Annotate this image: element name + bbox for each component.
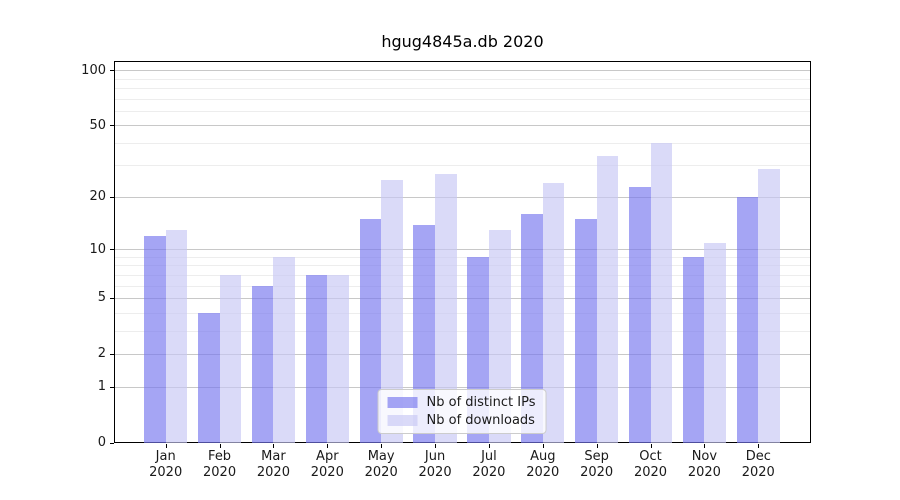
x-tick-label: Dec 2020 — [741, 449, 775, 480]
gridline-minor — [115, 88, 810, 89]
legend-item: Nb of downloads — [387, 413, 536, 428]
gridline-minor — [115, 98, 810, 100]
bar-downloads — [758, 168, 780, 443]
y-tick-label: 50 — [89, 117, 106, 133]
bar-downloads — [704, 242, 726, 443]
gridline-minor — [115, 256, 810, 258]
gridline-minor — [115, 142, 810, 144]
y-tick-mark — [110, 125, 114, 127]
y-tick-label: 5 — [97, 290, 106, 306]
gridline-minor — [115, 165, 810, 167]
bar-distinct-ips — [305, 275, 328, 443]
bar-downloads — [435, 174, 457, 443]
chart-title: hgug4845a.db 2020 — [381, 32, 544, 51]
x-tick-mark — [381, 444, 383, 448]
bar-downloads — [650, 143, 673, 443]
bar-distinct-ips — [413, 224, 436, 443]
x-tick-label: Feb 2020 — [203, 449, 237, 480]
gridline-minor — [115, 330, 810, 332]
bar-downloads — [219, 275, 242, 443]
y-tick-mark — [110, 442, 114, 444]
x-tick-label: May 2020 — [364, 449, 398, 480]
y-tick-label: 100 — [81, 62, 106, 78]
x-tick-mark — [273, 444, 275, 448]
bar-distinct-ips — [359, 219, 382, 443]
bar-distinct-ips — [144, 236, 166, 443]
x-tick-mark — [219, 444, 221, 448]
y-tick-mark — [110, 386, 114, 388]
gridline-minor — [115, 110, 810, 112]
bar-downloads — [542, 183, 565, 443]
bar-downloads — [596, 156, 619, 443]
bar-downloads — [381, 180, 403, 443]
gridline-minor — [115, 274, 810, 276]
gridline-minor — [115, 265, 810, 267]
gridline-major — [115, 353, 810, 355]
gridline-minor — [115, 78, 810, 80]
legend-swatch-distinct-ips — [387, 397, 418, 408]
x-tick-label: Apr 2020 — [310, 449, 344, 480]
x-tick-label: Sep 2020 — [580, 449, 614, 480]
bar-downloads — [273, 257, 296, 443]
legend-label: Nb of downloads — [426, 413, 535, 428]
y-tick-label: 2 — [97, 346, 106, 362]
y-tick-mark — [110, 297, 114, 299]
legend-swatch-downloads — [387, 415, 418, 426]
gridline-major — [115, 196, 810, 198]
legend-item: Nb of distinct IPs — [387, 395, 536, 410]
gridline-major — [115, 70, 810, 72]
bar-distinct-ips — [197, 313, 220, 443]
bar-downloads — [327, 275, 349, 443]
bar-distinct-ips — [628, 186, 651, 443]
x-tick-label: Aug 2020 — [526, 449, 560, 480]
bar-distinct-ips — [521, 214, 543, 443]
x-tick-mark — [542, 444, 544, 448]
x-tick-label: Mar 2020 — [256, 449, 290, 480]
x-tick-mark — [165, 444, 167, 448]
x-tick-mark — [327, 444, 329, 448]
legend: Nb of distinct IPs Nb of downloads — [377, 389, 547, 434]
gridline-major — [115, 249, 810, 251]
x-tick-mark — [435, 444, 437, 448]
x-tick-mark — [704, 444, 706, 448]
x-tick-label: Jan 2020 — [149, 449, 183, 480]
x-tick-mark — [758, 444, 760, 448]
y-tick-mark — [110, 353, 114, 355]
bar-distinct-ips — [575, 219, 597, 443]
y-tick-mark — [110, 70, 114, 72]
x-tick-mark — [488, 444, 490, 448]
gridline-minor — [115, 312, 810, 314]
x-tick-label: Jul 2020 — [472, 449, 506, 480]
x-tick-label: Jun 2020 — [418, 449, 452, 480]
gridline-major — [115, 125, 810, 127]
legend-label: Nb of distinct IPs — [426, 395, 536, 410]
gridline-minor — [115, 285, 810, 287]
y-tick-mark — [110, 249, 114, 251]
x-tick-mark — [596, 444, 598, 448]
y-tick-label: 10 — [89, 241, 106, 257]
bar-distinct-ips — [736, 197, 759, 443]
x-tick-label: Nov 2020 — [687, 449, 721, 480]
gridline-major — [115, 386, 810, 388]
y-tick-mark — [110, 196, 114, 198]
y-tick-label: 1 — [97, 379, 106, 395]
y-tick-label: 20 — [89, 189, 106, 205]
x-tick-label: Oct 2020 — [633, 449, 668, 480]
bar-downloads — [165, 230, 188, 443]
y-tick-label: 0 — [97, 435, 106, 450]
bar-distinct-ips — [682, 257, 705, 443]
x-tick-mark — [650, 444, 652, 448]
bar-distinct-ips — [251, 286, 274, 443]
gridline-major — [115, 297, 810, 299]
